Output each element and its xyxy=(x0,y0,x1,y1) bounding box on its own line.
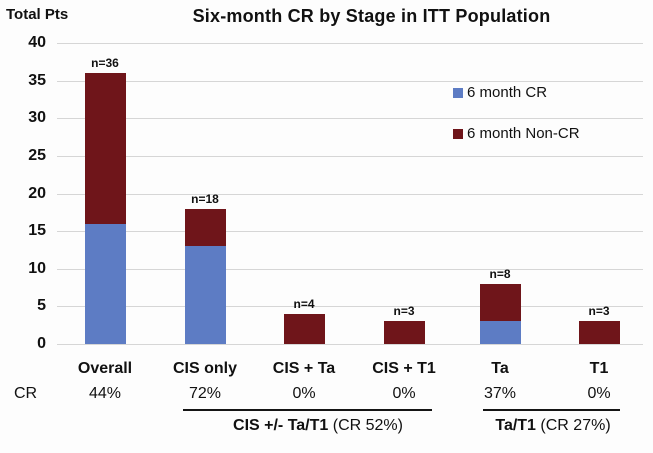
y-tick-label-20: 20 xyxy=(28,184,46,202)
group-label: Ta/T1 (CR 27%) xyxy=(495,417,610,435)
bar-ta: n=8 xyxy=(479,43,521,344)
gridline-y-0 xyxy=(57,344,643,345)
n-label: n=8 xyxy=(489,266,511,281)
n-label: n=36 xyxy=(91,56,119,71)
cr-percent-label: 0% xyxy=(292,385,316,402)
group-underline xyxy=(483,409,620,411)
gridline-y-10 xyxy=(57,268,643,270)
cr-percent-label: 37% xyxy=(483,385,517,402)
legend-item-noncr: 6 month Non-CR xyxy=(453,125,580,142)
gridline-y-35 xyxy=(57,80,643,82)
category-label: CIS + T1 xyxy=(372,360,436,377)
y-tick-label-10: 10 xyxy=(28,259,46,277)
y-tick-label-40: 40 xyxy=(28,34,46,51)
group-label-bold: Ta/T1 xyxy=(495,417,536,434)
n-label: n=18 xyxy=(191,191,219,206)
gridline-y-40 xyxy=(57,43,643,44)
cr-percent-label: 44% xyxy=(88,385,122,402)
bar-cis-ta: n=4 xyxy=(283,43,325,344)
bar-cis-t1: n=3 xyxy=(383,43,425,344)
noncr-series-swatch-icon xyxy=(453,128,463,139)
category-label: CIS + Ta xyxy=(272,360,336,377)
segment-cr xyxy=(479,321,521,344)
bar-t1: n=3 xyxy=(578,43,620,344)
chart-title: Six-month CR by Stage in ITT Population xyxy=(192,6,551,26)
bar-cis-only: n=18 xyxy=(184,43,226,344)
category-label: Ta xyxy=(491,360,509,377)
group-label: CIS +/- Ta/T1 (CR 52%) xyxy=(233,417,403,435)
cr-percent-label: 0% xyxy=(392,385,416,402)
segment-non-cr xyxy=(479,283,521,322)
group-label-rest: (CR 52%) xyxy=(328,417,403,434)
legend-label-noncr: 6 month Non-CR xyxy=(467,125,580,142)
legend: 6 month CR 6 month Non-CR xyxy=(453,84,580,166)
y-tick-label-30: 30 xyxy=(28,109,46,127)
group-underline xyxy=(183,409,432,411)
y-tick-label-25: 25 xyxy=(28,146,46,164)
segment-non-cr xyxy=(283,313,325,344)
y-axis-title: Total Pts xyxy=(6,6,69,23)
bar-overall: n=36 xyxy=(84,43,126,344)
gridline-y-30 xyxy=(57,118,643,120)
cr-percent-label: 0% xyxy=(587,385,611,402)
gridline-y-5 xyxy=(57,306,643,308)
category-label: T1 xyxy=(589,360,609,377)
n-label: n=3 xyxy=(588,304,610,319)
cr-series-swatch-icon xyxy=(453,87,463,98)
segment-non-cr xyxy=(383,321,425,344)
y-tick-label-0: 0 xyxy=(37,335,46,352)
segment-cr xyxy=(184,246,226,344)
gridline-y-25 xyxy=(57,155,643,157)
cr-percent-label: 72% xyxy=(188,385,222,402)
n-label: n=3 xyxy=(393,304,415,319)
segment-non-cr xyxy=(184,208,226,247)
gridline-y-20 xyxy=(57,193,643,195)
legend-label-cr: 6 month CR xyxy=(467,84,548,101)
category-label: Overall xyxy=(77,360,133,377)
y-tick-label-35: 35 xyxy=(28,71,46,89)
plot-area: n=36 n=18 n=4 n=3 n=8 n=3 xyxy=(57,43,643,345)
y-tick-label-15: 15 xyxy=(28,222,46,240)
group-label-rest: (CR 27%) xyxy=(535,417,611,434)
cr-row-label: CR xyxy=(14,385,38,402)
segment-cr xyxy=(84,223,126,344)
legend-item-cr: 6 month CR xyxy=(453,84,580,101)
gridline-y-15 xyxy=(57,231,643,233)
group-label-bold: CIS +/- Ta/T1 xyxy=(233,417,329,434)
segment-non-cr xyxy=(84,73,126,224)
y-tick-label-5: 5 xyxy=(37,297,46,315)
n-label: n=4 xyxy=(293,296,315,311)
segment-non-cr xyxy=(578,321,620,344)
category-label: CIS only xyxy=(172,360,238,377)
